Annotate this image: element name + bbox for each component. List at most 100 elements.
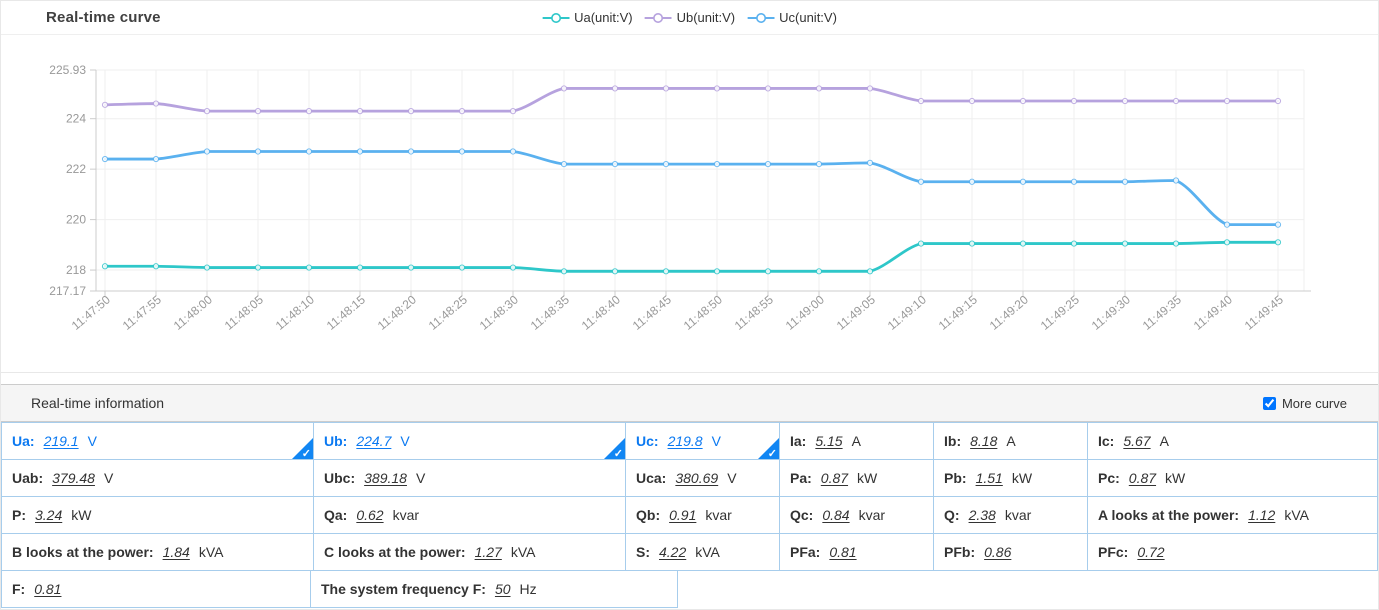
- series-point: [254, 108, 262, 115]
- cell-label: The system frequency F:: [321, 581, 486, 597]
- cell-ic[interactable]: Ic: 5.67 A: [1088, 423, 1378, 460]
- cell-uca[interactable]: Uca: 380.69 V: [626, 460, 780, 497]
- table-row: F: 0.81 The system frequency F: 50 Hz: [2, 571, 1378, 608]
- series-point: [815, 268, 823, 275]
- legend-item-uc[interactable]: Uc(unit:V): [747, 10, 837, 25]
- series-point: [407, 264, 415, 271]
- legend-item-ua[interactable]: Ua(unit:V): [542, 10, 633, 25]
- cell-label: Ib:: [944, 433, 962, 449]
- cell-qa[interactable]: Qa: 0.62 kvar: [314, 497, 626, 534]
- cell-p[interactable]: P: 3.24 kW: [2, 497, 314, 534]
- cell-ib[interactable]: Ib: 8.18 A: [934, 423, 1088, 460]
- realtime-curve-chart: 217.17 218 220 222 224 225.93 11:47:50 11:47:55…: [49, 63, 1311, 333]
- selected-check-badge: ✓: [604, 438, 625, 459]
- cell-label: F:: [12, 581, 26, 597]
- x-axis-label: 11:47:50: [69, 292, 113, 332]
- series-point: [866, 159, 874, 166]
- y-axis-label: 224: [66, 112, 86, 126]
- cell-qc[interactable]: Qc: 0.84 kvar: [780, 497, 934, 534]
- cell-ubc[interactable]: Ubc: 389.18 V: [314, 460, 626, 497]
- series-point: [611, 268, 619, 275]
- cell-pc[interactable]: Pc: 0.87 kW: [1088, 460, 1378, 497]
- series-point: [1172, 177, 1180, 184]
- series-point: [407, 148, 415, 155]
- cell-unit: kVA: [510, 544, 536, 560]
- cell-ub[interactable]: Ub: 224.7 V ✓: [314, 423, 626, 460]
- table-row: B looks at the power: 1.84 kVA C looks at t…: [2, 534, 1378, 571]
- cell-value: 3.24: [35, 507, 63, 523]
- realtime-curve-panel: 217.17 218 220 222 224 225.93 11:47:50 11:47:55…: [1, 1, 1378, 373]
- cell-uab[interactable]: Uab: 379.48 V: [2, 460, 314, 497]
- cell-label: Pb:: [944, 470, 967, 486]
- cell-unit: V: [87, 433, 97, 449]
- legend-item-ub[interactable]: Ub(unit:V): [644, 10, 735, 25]
- x-axis-label: 11:48:30: [477, 292, 521, 332]
- cell-label: Ia:: [790, 433, 807, 449]
- cell-label: A looks at the power:: [1098, 507, 1240, 523]
- series-point: [152, 100, 160, 107]
- series-point: [356, 108, 364, 115]
- series-point: [1070, 240, 1078, 247]
- cell-pfb[interactable]: PFb: 0.86: [934, 534, 1088, 571]
- cell-c-looks-at-the-power[interactable]: C looks at the power: 1.27 kVA: [314, 534, 626, 571]
- cell-label: Pc:: [1098, 470, 1120, 486]
- cell-label: Qc:: [790, 507, 814, 523]
- cell-value: 0.72: [1137, 544, 1165, 560]
- cell-pfa[interactable]: PFa: 0.81: [780, 534, 934, 571]
- cell-pfc[interactable]: PFc: 0.72: [1088, 534, 1378, 571]
- cell-b-looks-at-the-power[interactable]: B looks at the power: 1.84 kVA: [2, 534, 314, 571]
- cell-the-system-frequency-f[interactable]: The system frequency F: 50 Hz: [311, 571, 678, 608]
- series-line-ub: [103, 87, 1280, 113]
- y-axis-label: 225.93: [49, 63, 86, 77]
- more-curve-toggle[interactable]: More curve: [1262, 395, 1347, 411]
- series-point: [764, 85, 772, 92]
- cell-label: C looks at the power:: [324, 544, 466, 560]
- cell-value: 1.12: [1248, 507, 1276, 523]
- series-point: [866, 268, 874, 275]
- series-point: [407, 108, 415, 115]
- series-point: [1274, 239, 1282, 246]
- series-point: [968, 97, 976, 105]
- more-curve-checkbox[interactable]: [1262, 396, 1276, 410]
- cell-unit: kvar: [705, 507, 732, 523]
- series-point: [1172, 240, 1180, 247]
- cell-qb[interactable]: Qb: 0.91 kvar: [626, 497, 780, 534]
- series-point: [815, 85, 823, 92]
- cell-unit: V: [415, 470, 426, 486]
- cell-pb[interactable]: Pb: 1.51 kW: [934, 460, 1088, 497]
- cell-unit: kvar: [858, 507, 886, 523]
- series-point: [305, 148, 313, 155]
- cell-unit: kW: [857, 470, 878, 486]
- y-axis-label: 220: [66, 213, 86, 227]
- chart-header: Real-time curve Ua(unit:V) Ub(unit:V) Uc…: [1, 1, 1378, 35]
- cell-value: 219.1: [43, 433, 79, 449]
- x-axis-label: 11:48:20: [375, 292, 419, 332]
- cell-uc[interactable]: Uc: 219.8 V ✓: [626, 423, 780, 460]
- cell-s[interactable]: S: 4.22 kVA: [626, 534, 780, 571]
- series-point: [1121, 240, 1129, 247]
- cell-value: 1.51: [975, 470, 1003, 486]
- cell-unit: A: [1159, 433, 1169, 449]
- cell-f[interactable]: F: 0.81: [2, 571, 311, 608]
- series-point: [203, 264, 211, 271]
- more-curve-label: More curve: [1281, 395, 1347, 411]
- cell-ia[interactable]: Ia: 5.15 A: [780, 423, 934, 460]
- legend-line-circle-icon: [644, 12, 672, 23]
- cell-unit: kVA: [1284, 507, 1309, 523]
- legend-label: Uc(unit:V): [779, 10, 837, 25]
- x-axis-label: 11:48:15: [324, 292, 368, 332]
- cell-unit: Hz: [519, 581, 537, 597]
- cell-q[interactable]: Q: 2.38 kvar: [934, 497, 1088, 534]
- series-point: [509, 148, 517, 155]
- series-point: [968, 240, 976, 247]
- cell-ua[interactable]: Ua: 219.1 V ✓: [2, 423, 314, 460]
- series-point: [152, 155, 160, 163]
- cell-value: 0.62: [356, 507, 384, 523]
- cell-label: Ub:: [324, 433, 348, 449]
- cell-a-looks-at-the-power[interactable]: A looks at the power: 1.12 kVA: [1088, 497, 1378, 534]
- cell-label: Q:: [944, 507, 960, 523]
- series-point: [1223, 239, 1231, 246]
- x-axis-label: 11:49:45: [1242, 292, 1286, 332]
- cell-pa[interactable]: Pa: 0.87 kW: [780, 460, 934, 497]
